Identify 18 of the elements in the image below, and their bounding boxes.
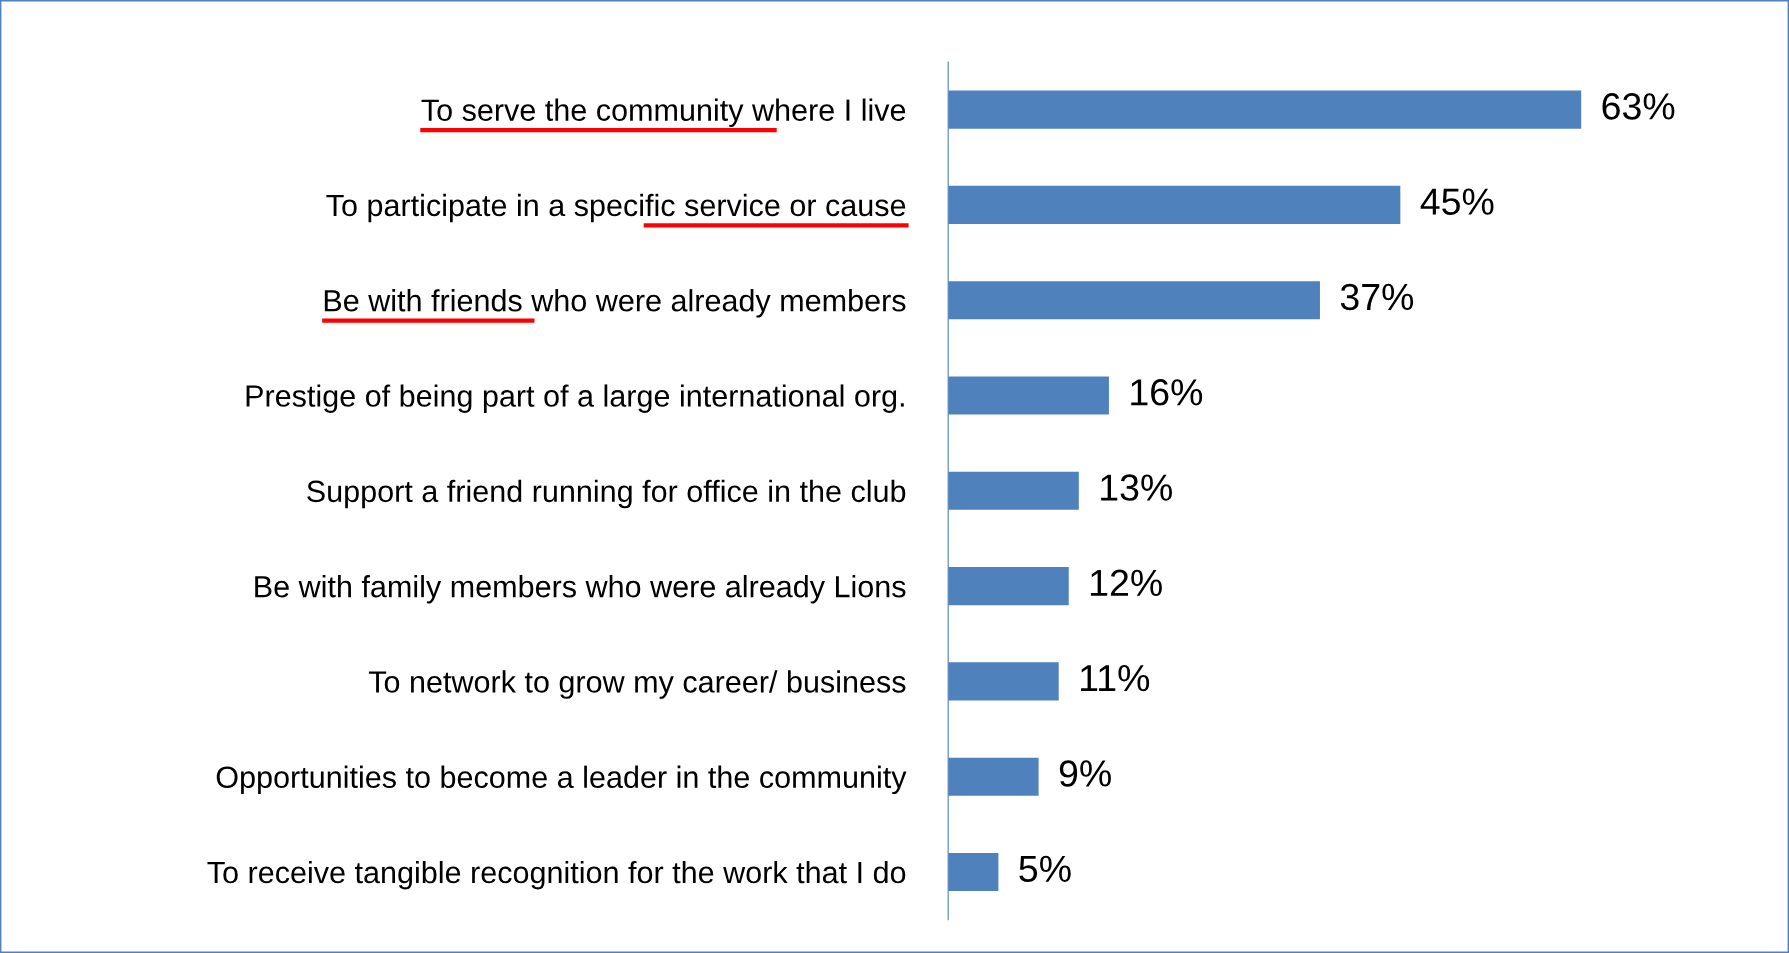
data-label: 37% — [1340, 283, 1414, 311]
data-label: 12% — [1091, 569, 1162, 597]
y-tick-label: Opportunities to become a leader in the community — [216, 765, 907, 795]
data-label: 16% — [1131, 379, 1203, 406]
data-label: 13% — [1101, 474, 1172, 501]
data-label: 45% — [1420, 188, 1494, 215]
data-label: 9% — [1059, 760, 1111, 787]
data-label: 63% — [1602, 93, 1675, 120]
y-tick-label: Be with family members who were already Lions — [255, 575, 906, 604]
y-tick-label: To serve the community where I live — [421, 98, 906, 128]
y-tick-label: Support a friend running for office in the club — [307, 479, 906, 509]
y-tick-label: Be with friends who were already members — [324, 289, 906, 318]
data-label: 11% — [1081, 665, 1150, 692]
y-tick-label: To participate in a specific service or cause — [326, 193, 906, 223]
y-tick-label: To network to grow my career/ business — [368, 670, 906, 699]
y-tick-label: To receive tangible recognition for the work that I do — [207, 860, 906, 890]
y-tick-label: Prestige of being part of a large international org. — [246, 384, 904, 413]
data-label: 5% — [1019, 855, 1071, 883]
